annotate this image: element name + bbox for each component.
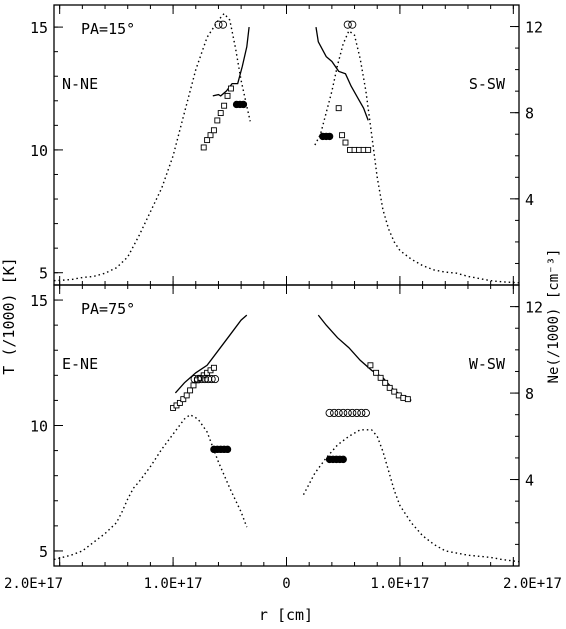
y-tick-label-left: 5 [39, 265, 48, 283]
marker-open-square [335, 105, 342, 112]
x-tick-label: 2.0E+17 [4, 576, 63, 592]
y-axis-label-left: T (/1000) [K] [0, 257, 18, 374]
marker-open-square [210, 364, 217, 371]
marker-open-square [382, 379, 389, 386]
marker-open-square [221, 102, 228, 109]
panel-frame [53, 284, 520, 567]
marker-open-square [373, 369, 380, 376]
marker-filled-circle [339, 455, 347, 464]
marker-open-circle [210, 375, 220, 384]
temperature-curve-solid [212, 27, 250, 97]
marker-open-circle [361, 408, 370, 418]
y-tick-label-right: 8 [525, 385, 534, 403]
marker-open-square [180, 396, 187, 403]
marker-open-circle [343, 20, 352, 29]
marker-open-circle [214, 20, 223, 29]
marker-open-square [214, 117, 221, 124]
x-tick-label: 2.0E+17 [503, 576, 562, 592]
marker-open-square [200, 144, 207, 151]
marker-open-square [217, 110, 224, 117]
marker-open-circle [357, 408, 366, 418]
marker-open-circle [343, 408, 352, 418]
marker-open-square [207, 132, 214, 139]
marker-open-circle [218, 20, 228, 29]
marker-open-square [386, 384, 393, 391]
y-tick-label-right: 8 [525, 105, 534, 123]
marker-open-circle [348, 20, 357, 29]
marker-open-square [377, 374, 384, 381]
marker-open-square [210, 127, 217, 134]
marker-open-square [187, 387, 194, 394]
marker-open-circle [330, 408, 339, 418]
panel-left-direction-label: E-NE [62, 355, 98, 373]
panel-right-direction-label: W-SW [469, 355, 506, 373]
panel-pa-label: PA=75° [81, 300, 135, 318]
marker-open-circle [348, 408, 357, 418]
marker-open-circle [325, 408, 334, 418]
x-tick-label: 0 [282, 576, 290, 592]
density-curve-dotted [314, 29, 520, 284]
y-tick-label-right: 12 [525, 19, 543, 37]
marker-open-square [190, 382, 197, 389]
x-axis-label: r [cm] [259, 606, 313, 624]
marker-filled-circle [223, 445, 232, 454]
y-tick-label-left: 15 [30, 19, 48, 37]
marker-open-square [391, 388, 398, 395]
marker-open-square [367, 362, 374, 369]
marker-open-circle [207, 375, 216, 384]
marker-open-circle [352, 408, 361, 418]
density-curve-dotted [302, 429, 520, 563]
marker-open-circle [339, 408, 348, 418]
marker-open-circle [334, 408, 343, 418]
marker-open-square [342, 139, 349, 146]
marker-open-square [227, 85, 234, 92]
marker-open-square [365, 146, 372, 153]
panel-left-direction-label: N-NE [62, 75, 98, 93]
panel-frame [53, 4, 520, 286]
panel-right-direction-label: S-SW [469, 75, 506, 93]
marker-open-square [183, 392, 190, 399]
density-curve-dotted [53, 12, 251, 282]
y-axis-label-right: Ne(/1000) [cm⁻³] [546, 249, 562, 384]
panel-top: 5 10 15 4 8 12 PA=15° N-NE S-SW [30, 4, 543, 286]
temperature-curve-solid [174, 314, 248, 394]
marker-open-square [204, 137, 211, 144]
marker-open-square [339, 132, 346, 139]
y-tick-label-right: 4 [525, 472, 534, 490]
y-tick-label-left: 10 [30, 418, 48, 436]
y-tick-label-right: 4 [525, 191, 534, 209]
panel-pa-label: PA=15° [81, 20, 135, 38]
panel-bottom: 5 10 15 4 8 12 PA=75° E-NE W-SW [30, 284, 543, 567]
marker-open-square [224, 92, 231, 99]
x-tick-label: 1.0E+17 [370, 576, 429, 592]
temperature-curve-solid [315, 26, 369, 121]
y-tick-label-left: 5 [39, 543, 48, 561]
marker-filled-circle [239, 100, 248, 109]
marker-open-square [176, 399, 183, 406]
y-tick-label-left: 10 [30, 142, 48, 160]
density-curve-dotted [53, 413, 248, 561]
y-tick-label-left: 15 [30, 292, 48, 310]
marker-open-square [404, 396, 411, 403]
y-tick-label-right: 12 [525, 299, 543, 317]
x-tick-label: 1.0E+17 [144, 576, 203, 592]
temperature-curve-solid [317, 314, 412, 401]
marker-filled-circle [325, 132, 334, 141]
